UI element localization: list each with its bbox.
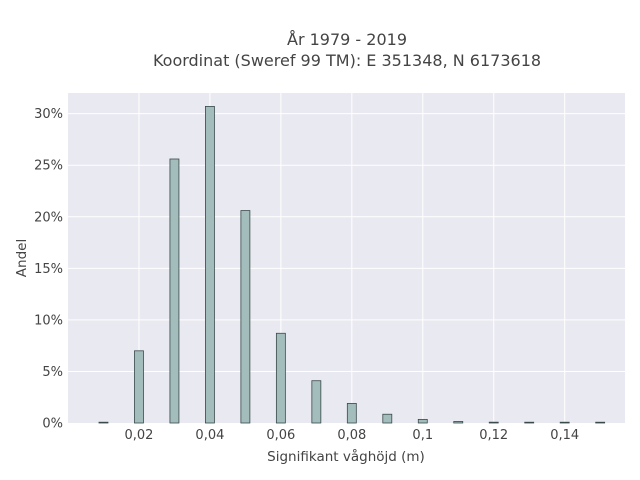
x-tick-label: 0,06 xyxy=(266,428,295,443)
histogram-bar xyxy=(453,421,464,424)
y-tick-labels: 0% 5% 10% 15% 20% 25% 30% xyxy=(34,107,63,431)
histogram-bar xyxy=(488,421,499,424)
x-tick-label: 0,14 xyxy=(550,428,579,443)
histogram-bar xyxy=(417,418,428,424)
histogram-bar xyxy=(524,421,535,424)
x-tick-label: 0,04 xyxy=(195,428,224,443)
histogram-bar xyxy=(559,421,570,424)
chart-title-line2: Koordinat (Sweref 99 TM): E 351348, N 61… xyxy=(153,51,541,70)
histogram-bar xyxy=(595,421,606,424)
bars-group xyxy=(98,106,606,424)
x-tick-label: 0,1 xyxy=(412,428,433,443)
grid-lines xyxy=(68,93,625,423)
y-tick-label: 20% xyxy=(34,210,63,225)
histogram-bar xyxy=(169,158,180,424)
y-axis-label: Andel xyxy=(14,239,30,277)
x-tick-label: 0,12 xyxy=(479,428,508,443)
chart-title-line1: År 1979 - 2019 xyxy=(287,30,407,49)
plot-area xyxy=(68,93,625,423)
histogram-bar xyxy=(275,332,286,424)
x-tick-label: 0,02 xyxy=(124,428,153,443)
histogram-bar xyxy=(311,380,322,424)
x-tick-label: 0,08 xyxy=(337,428,366,443)
x-tick-labels: 0,02 0,04 0,06 0,08 0,1 0,12 0,14 xyxy=(124,428,579,443)
y-tick-label: 15% xyxy=(34,262,63,277)
histogram-bar xyxy=(205,106,215,424)
y-tick-label: 25% xyxy=(34,159,63,174)
histogram-bar xyxy=(98,421,109,424)
y-tick-label: 0% xyxy=(42,417,63,432)
y-tick-label: 30% xyxy=(34,107,63,122)
y-tick-label: 10% xyxy=(34,313,63,328)
y-tick-label: 5% xyxy=(42,365,63,380)
histogram-bar xyxy=(240,210,251,424)
histogram-bar xyxy=(346,403,357,424)
histogram-bar xyxy=(134,350,144,424)
x-axis-label: Signifikant våghöjd (m) xyxy=(267,448,425,465)
histogram-bar xyxy=(382,413,393,424)
